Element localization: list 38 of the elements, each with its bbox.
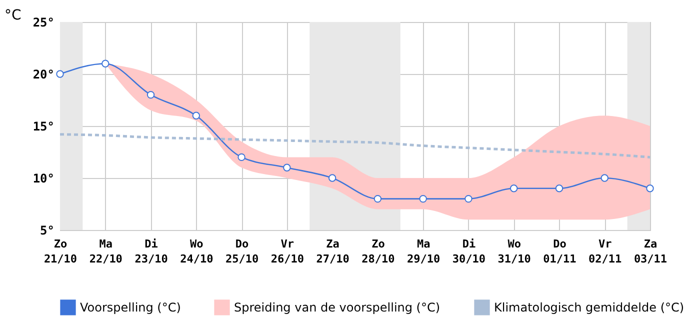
point	[328, 174, 336, 182]
y-tick-label: 20°	[32, 68, 54, 82]
x-tick-label: Ma 22/10	[89, 238, 122, 266]
x-tick-label: Di 30/10	[452, 238, 486, 266]
x-tick-label: Do 01/11	[543, 238, 577, 266]
x-tick-label: Wo 31/10	[498, 238, 531, 266]
x-tick-label: Zo 28/10	[362, 238, 395, 266]
y-tick-label: 15°	[32, 120, 54, 134]
x-tick-label: Ma 29/10	[407, 238, 440, 266]
x-tick-label: Zo 21/10	[44, 238, 78, 266]
point	[56, 70, 64, 78]
y-tick-label: 25°	[32, 16, 54, 30]
x-tick-label: Za 27/10	[316, 238, 350, 266]
point	[283, 164, 291, 172]
point	[192, 112, 200, 120]
y-tick-label: 10°	[32, 172, 54, 186]
x-tick-label: Do 25/10	[225, 238, 259, 266]
point	[238, 153, 246, 162]
point	[555, 184, 564, 192]
x-tick-label: Di 23/10	[134, 238, 168, 266]
x-tick-label: Vr 26/10	[270, 238, 304, 266]
x-tick-label: Vr 02/11	[588, 238, 622, 266]
line-series	[58, 133, 652, 158]
x-tick-label: Wo 24/10	[180, 238, 214, 266]
point	[419, 194, 427, 203]
legend-label: Voorspelling (°C)	[80, 300, 181, 314]
point	[102, 60, 110, 68]
point	[600, 174, 608, 182]
legend-label: Klimatologisch gemiddelde (°C)	[494, 300, 684, 314]
y-axis-title: °C	[4, 8, 22, 24]
x-tick-label: Za 03/11	[634, 238, 668, 266]
point	[510, 184, 518, 192]
y-tick-label: 5°	[40, 224, 54, 238]
point	[374, 194, 382, 203]
point	[464, 194, 472, 203]
point	[146, 90, 155, 99]
point	[646, 184, 654, 192]
text: Spreiding van de voorspelling (°C)	[234, 300, 440, 314]
